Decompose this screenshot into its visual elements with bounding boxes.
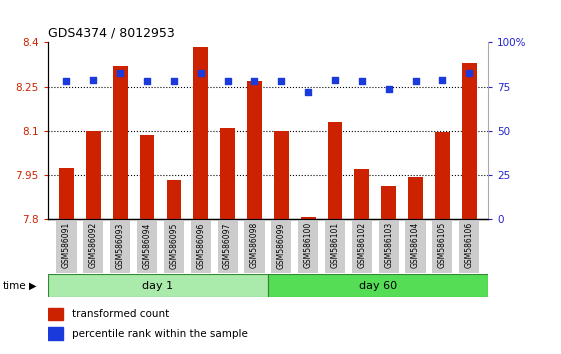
Text: GSM586092: GSM586092 — [89, 222, 98, 268]
Text: GSM586097: GSM586097 — [223, 222, 232, 269]
Text: day 60: day 60 — [359, 281, 397, 291]
Bar — [220, 128, 235, 219]
Bar — [459, 221, 479, 273]
Text: GSM586098: GSM586098 — [250, 222, 259, 268]
Point — [465, 70, 473, 75]
Bar — [408, 177, 423, 219]
Bar — [328, 122, 342, 219]
Point — [304, 89, 312, 95]
Bar — [274, 131, 289, 219]
Text: transformed count: transformed count — [72, 309, 169, 319]
Point — [169, 79, 178, 84]
Bar — [462, 63, 477, 219]
Bar — [113, 66, 127, 219]
Text: GSM586104: GSM586104 — [411, 222, 420, 268]
Point — [438, 77, 447, 82]
Point — [277, 79, 286, 84]
Text: time: time — [3, 281, 26, 291]
Bar — [352, 221, 372, 273]
Point — [89, 77, 98, 82]
Point — [411, 79, 420, 84]
Point — [330, 77, 339, 82]
Text: GSM586103: GSM586103 — [384, 222, 393, 268]
Bar — [140, 135, 154, 219]
Bar — [83, 221, 103, 273]
Bar — [218, 221, 238, 273]
Bar — [433, 221, 453, 273]
Bar — [194, 47, 208, 219]
Bar — [59, 168, 74, 219]
Bar — [301, 217, 315, 219]
Bar — [110, 221, 130, 273]
Bar — [167, 179, 181, 219]
Text: GSM586099: GSM586099 — [277, 222, 286, 269]
Bar — [57, 221, 76, 273]
Text: ▶: ▶ — [29, 281, 36, 291]
Bar — [355, 169, 369, 219]
Point — [116, 70, 125, 75]
Text: day 1: day 1 — [142, 281, 173, 291]
Text: GSM586105: GSM586105 — [438, 222, 447, 268]
Point — [384, 86, 393, 91]
Bar — [164, 221, 184, 273]
Point — [196, 70, 205, 75]
Point — [250, 79, 259, 84]
Point — [357, 79, 366, 84]
Text: GSM586106: GSM586106 — [465, 222, 474, 268]
Bar — [435, 132, 450, 219]
Point — [62, 79, 71, 84]
Text: GSM586102: GSM586102 — [357, 222, 366, 268]
Text: GSM586095: GSM586095 — [169, 222, 178, 269]
Text: GSM586101: GSM586101 — [330, 222, 339, 268]
Point — [142, 79, 151, 84]
Bar — [48, 308, 63, 320]
Bar — [381, 185, 396, 219]
Bar — [298, 221, 318, 273]
Bar — [245, 221, 265, 273]
Bar — [48, 327, 63, 340]
Text: GSM586094: GSM586094 — [142, 222, 151, 269]
Bar — [271, 221, 291, 273]
Bar — [191, 221, 211, 273]
Bar — [379, 221, 399, 273]
Text: GDS4374 / 8012953: GDS4374 / 8012953 — [48, 27, 174, 40]
Bar — [48, 274, 268, 297]
Bar — [86, 131, 101, 219]
Point — [223, 79, 232, 84]
Bar — [247, 81, 262, 219]
Text: GSM586091: GSM586091 — [62, 222, 71, 268]
Bar — [268, 274, 488, 297]
Bar — [325, 221, 345, 273]
Text: GSM586096: GSM586096 — [196, 222, 205, 269]
Text: GSM586100: GSM586100 — [304, 222, 312, 268]
Text: GSM586093: GSM586093 — [116, 222, 125, 269]
Bar — [406, 221, 426, 273]
Text: percentile rank within the sample: percentile rank within the sample — [72, 329, 248, 339]
Bar — [137, 221, 157, 273]
